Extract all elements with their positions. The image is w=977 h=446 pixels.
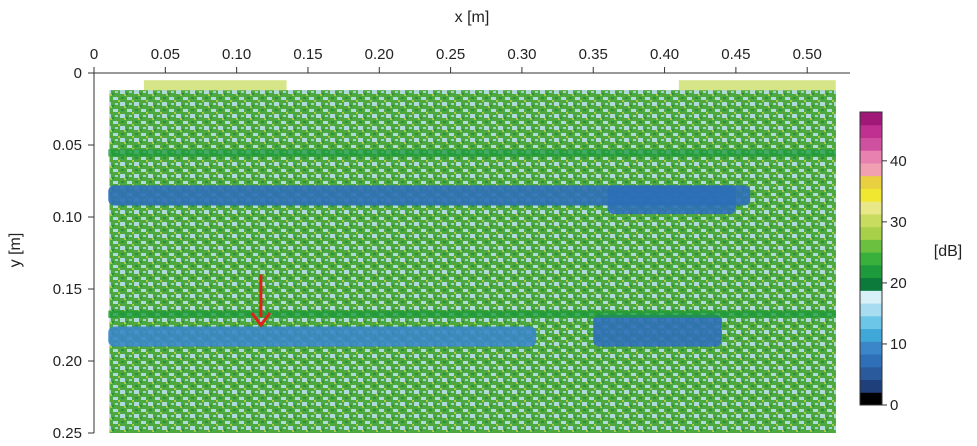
x-tick-label: 0.10 (222, 46, 251, 63)
colorbar-tick-label: 0 (890, 397, 898, 414)
x-tick-label: 0.25 (436, 46, 465, 63)
feature-top-edge (678, 80, 836, 91)
colorbar-segment (860, 175, 882, 189)
colorbar-segment (860, 150, 882, 164)
colorbar: 0 10 20 30 40 (859, 111, 907, 414)
colorbar-segment (860, 290, 882, 304)
colorbar-segment (860, 315, 882, 330)
colorbar-segment (860, 201, 882, 215)
colorbar-segment (860, 341, 882, 355)
colorbar-segment (860, 303, 882, 317)
colorbar-tick-label: 20 (890, 275, 907, 292)
y-tick-group: 0 0.05 0.10 0.15 0.20 0.25 (53, 65, 95, 442)
x-tick-label: 0.35 (579, 46, 608, 63)
colorbar-segment (860, 124, 882, 138)
colorbar-segment (860, 379, 882, 393)
feature-upper-blue-band (108, 185, 751, 206)
y-tick-label: 0.25 (53, 425, 82, 442)
colorbar-tick-label: 40 (890, 153, 907, 170)
feature-green-stripe (108, 149, 836, 157)
y-axis-label: y [m] (7, 233, 24, 268)
y-tick-label: 0.10 (53, 209, 82, 226)
x-tick-label: 0.40 (650, 46, 679, 63)
colorbar-segment (860, 264, 882, 279)
x-tick-label: 0.50 (793, 46, 822, 63)
colorbar-segment (860, 354, 882, 368)
colorbar-segment (860, 252, 882, 266)
x-tick-label: 0.15 (293, 46, 322, 63)
y-tick-label: 0.15 (53, 281, 82, 298)
feature-lower-blue-band (108, 326, 537, 347)
x-axis-label: x [m] (455, 9, 490, 26)
colorbar-label: [dB] (934, 243, 962, 260)
x-tick-label: 0.45 (721, 46, 750, 63)
colorbar-segment (860, 137, 882, 151)
x-tick-label: 0.30 (507, 46, 536, 63)
feature-lower-right-blue-patch (593, 314, 722, 347)
x-tick-label: 0 (90, 46, 98, 63)
colorbar-tick-label: 10 (890, 336, 907, 353)
scan-region-texture (109, 90, 836, 433)
colorbar-segment (860, 226, 882, 240)
colorbar-segment (860, 366, 882, 381)
colorbar-segment (860, 328, 882, 342)
colorbar-segment (860, 162, 882, 177)
feature-top-edge (143, 80, 287, 91)
colorbar-segment (860, 112, 882, 126)
y-tick-label: 0.05 (53, 137, 82, 154)
y-tick-label: 0 (74, 65, 82, 82)
x-tick-label: 0.05 (151, 46, 180, 63)
y-tick-label: 0.20 (53, 353, 82, 370)
feature-upper-right-blue-patch (607, 185, 736, 215)
x-tick-label: 0.20 (365, 46, 394, 63)
plot-area (108, 80, 836, 433)
x-tick-group: 0 0.05 0.10 0.15 0.20 0.25 0.30 0.35 0.40 0.45 0.5… (90, 46, 850, 74)
colorbar-segment (860, 277, 882, 291)
colorbar-segment (860, 213, 882, 228)
feature-green-stripe (108, 310, 836, 318)
colorbar-segment (860, 239, 882, 253)
colorbar-frame (859, 111, 883, 406)
colorbar-segment (860, 392, 882, 406)
annotation-arrow-head (250, 312, 272, 328)
colorbar-tick-label: 30 (890, 214, 907, 231)
colorbar-segment (860, 188, 882, 202)
